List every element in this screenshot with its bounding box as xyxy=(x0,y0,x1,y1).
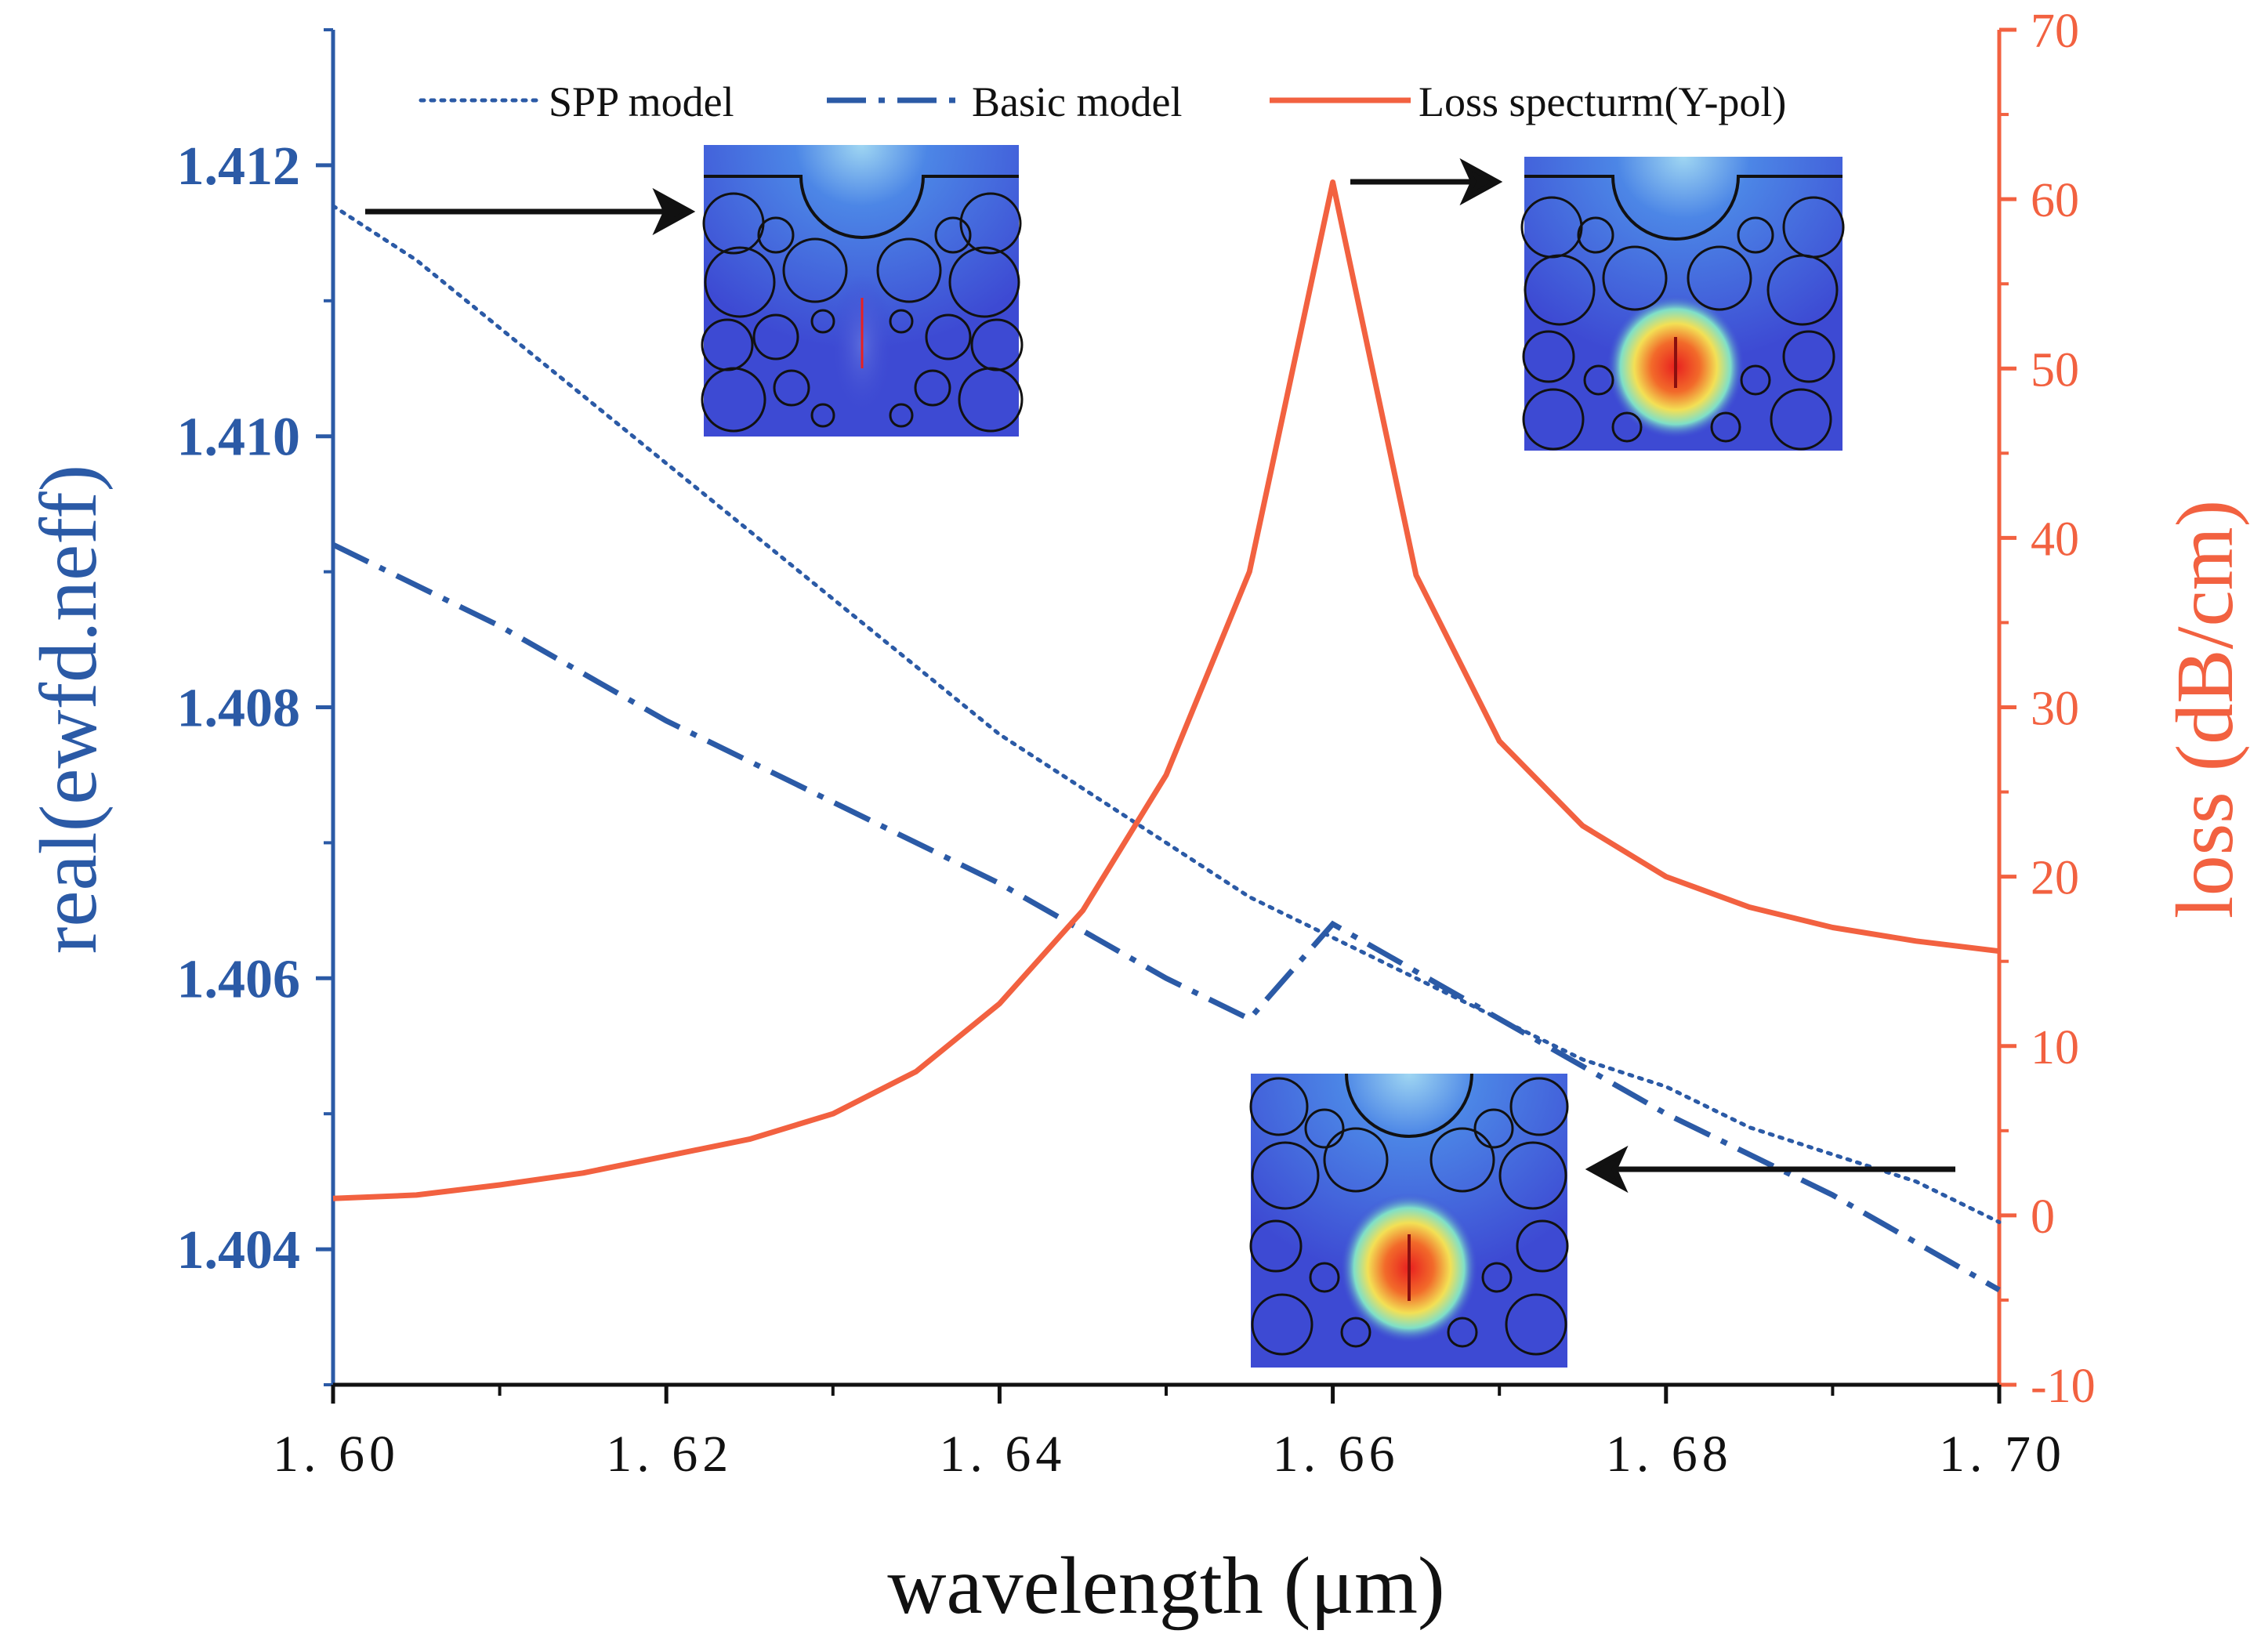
data-point-0-7 xyxy=(915,665,918,668)
data-point-1-7 xyxy=(1332,923,1334,926)
data-point-0-13 xyxy=(1415,977,1417,980)
data-point-2-14 xyxy=(1498,740,1501,742)
data-point-1-9 xyxy=(1665,1113,1667,1115)
right-tick-label: 70 xyxy=(2031,5,2079,58)
arrow-head-1 xyxy=(652,187,696,236)
left-tick-label: 1.410 xyxy=(177,408,301,468)
inset-mode-top-right xyxy=(1520,157,1845,451)
x-tick-label: 1. 66 xyxy=(1273,1426,1400,1483)
data-point-2-1 xyxy=(415,1194,418,1196)
data-point-2-2 xyxy=(498,1183,501,1186)
left-tick-label: 1.408 xyxy=(177,679,301,739)
right-tick-label: 10 xyxy=(2031,1021,2079,1074)
inset-mode-top-left xyxy=(701,145,1024,437)
x-axis-title: wavelength (μm) xyxy=(887,1541,1444,1631)
data-point-0-6 xyxy=(832,598,834,600)
data-point-2-8 xyxy=(998,1002,1001,1005)
annotation-arrows xyxy=(365,158,1955,1194)
data-point-0-8 xyxy=(998,734,1001,736)
right-axis-title: loss (dB/cm) xyxy=(2160,500,2250,918)
data-point-2-13 xyxy=(1415,574,1417,576)
left-tick-label: 1.404 xyxy=(177,1220,301,1281)
legend-label-basic: Basic model xyxy=(972,78,1182,125)
data-point-0-10 xyxy=(1165,842,1168,844)
data-point-0-9 xyxy=(1082,788,1084,790)
x-tick-label: 1. 70 xyxy=(1939,1426,2066,1483)
x-tick-label: 1. 68 xyxy=(1606,1426,1733,1483)
data-point-0-19 xyxy=(1915,1180,1917,1183)
series-spp-model xyxy=(331,204,2002,1224)
x-ticks: 1. 60 1. 62 1. 64 1. 66 1. 68 1. 70 xyxy=(273,1385,2066,1483)
left-tick-label: 1.412 xyxy=(177,136,301,197)
data-point-0-11 xyxy=(1248,896,1251,898)
right-tick-label: 40 xyxy=(2031,513,2079,566)
data-point-1-1 xyxy=(498,625,501,627)
legend-label-spp: SPP model xyxy=(549,78,734,125)
data-point-2-16 xyxy=(1665,875,1667,878)
data-point-2-18 xyxy=(1832,926,1834,929)
arrow-head-3 xyxy=(1585,1145,1629,1194)
right-tick-label: 30 xyxy=(2031,683,2079,736)
data-point-2-19 xyxy=(1915,940,1917,942)
data-point-2-7 xyxy=(915,1071,918,1073)
data-point-1-8 xyxy=(1498,1018,1501,1020)
right-tick-label: 50 xyxy=(2031,343,2079,397)
right-tick-label: 60 xyxy=(2031,174,2079,227)
data-point-0-17 xyxy=(1748,1126,1751,1129)
data-point-0-2 xyxy=(498,327,501,329)
data-point-2-12 xyxy=(1332,181,1334,183)
legend-label-loss: Loss specturm(Y-pol) xyxy=(1419,78,1786,125)
arrow-head-2 xyxy=(1459,158,1503,206)
data-point-2-11 xyxy=(1248,571,1251,573)
data-point-1-2 xyxy=(665,719,668,722)
right-ticks: -10 0 10 20 30 40 50 60 70 xyxy=(1999,5,2096,1413)
data-point-0-0 xyxy=(332,205,335,207)
left-ticks: 1.404 1.406 1.408 1.410 1.412 xyxy=(177,28,333,1386)
data-point-2-5 xyxy=(748,1138,751,1140)
data-point-2-20 xyxy=(1998,950,2001,952)
data-point-2-9 xyxy=(1082,909,1084,911)
x-tick-label: 1. 62 xyxy=(606,1426,733,1483)
data-point-0-1 xyxy=(415,259,418,261)
data-point-0-12 xyxy=(1332,936,1334,939)
data-point-0-20 xyxy=(1998,1221,2001,1223)
data-point-1-4 xyxy=(998,882,1001,885)
data-point-1-6 xyxy=(1248,1018,1251,1020)
right-tick-label: 0 xyxy=(2031,1190,2055,1244)
data-point-2-6 xyxy=(832,1113,834,1115)
data-point-2-3 xyxy=(582,1172,584,1174)
right-tick-label: 20 xyxy=(2031,852,2079,905)
data-point-1-3 xyxy=(832,801,834,803)
series-basic-model xyxy=(332,542,2001,1293)
data-point-2-10 xyxy=(1165,773,1168,776)
data-point-1-10 xyxy=(1832,1194,1834,1196)
data-point-1-11 xyxy=(1998,1288,2001,1291)
data-point-1-0 xyxy=(332,544,335,546)
data-point-2-0 xyxy=(332,1197,335,1200)
data-point-1-5 xyxy=(1165,977,1168,980)
series-loss-spectrum xyxy=(332,179,2000,1201)
data-point-0-16 xyxy=(1665,1085,1667,1088)
x-tick-label: 1. 64 xyxy=(939,1426,1066,1483)
inset-mode-bottom xyxy=(1249,1073,1569,1368)
legend: SPP model Basic model Loss specturm(Y-po… xyxy=(419,78,1786,125)
x-tick-label: 1. 60 xyxy=(273,1426,400,1483)
data-point-2-4 xyxy=(665,1155,668,1157)
left-axis-title: real(ewfd.neff) xyxy=(24,465,114,955)
data-point-2-17 xyxy=(1748,906,1751,908)
data-point-0-18 xyxy=(1832,1154,1834,1156)
data-point-0-4 xyxy=(665,462,668,465)
data-point-0-15 xyxy=(1582,1059,1584,1061)
data-point-0-3 xyxy=(582,394,584,397)
right-tick-label: -10 xyxy=(2031,1360,2096,1413)
data-point-0-5 xyxy=(748,530,751,532)
left-tick-label: 1.406 xyxy=(177,949,301,1009)
data-point-2-15 xyxy=(1582,824,1584,827)
